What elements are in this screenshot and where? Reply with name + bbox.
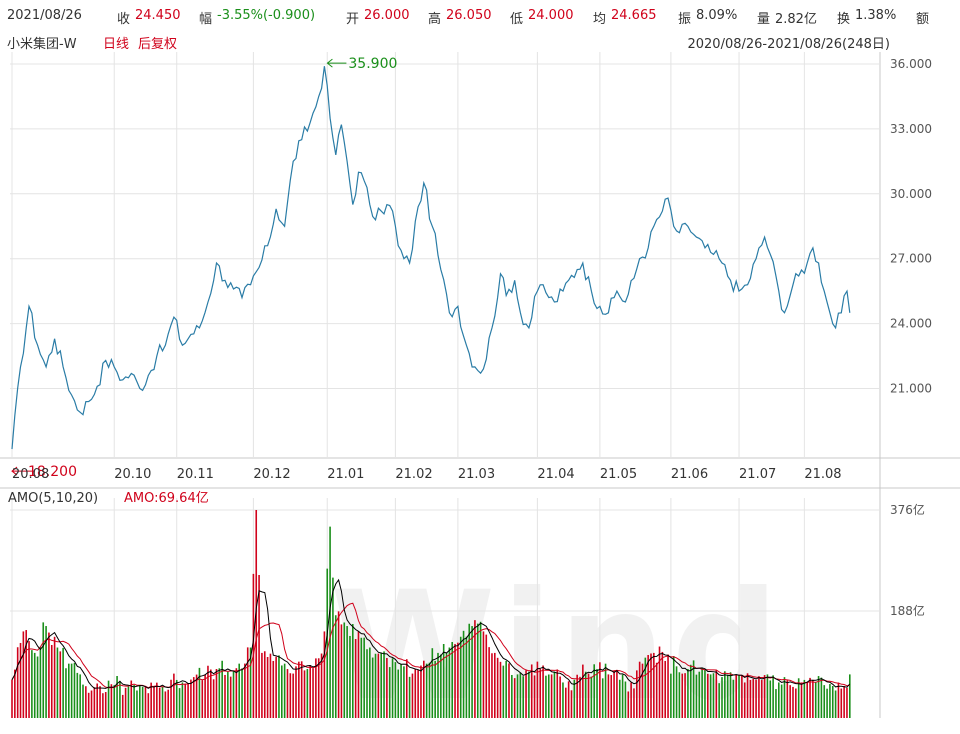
volume-label: 量 (757, 12, 771, 27)
high-value: 26.050 (446, 8, 492, 23)
x-tick-label: 21.03 (458, 467, 495, 482)
low-value: 24.000 (528, 8, 574, 23)
open-value: 26.000 (364, 8, 410, 23)
x-tick-label: 20.11 (177, 467, 214, 482)
amo-ytick-label: 376亿 (890, 502, 925, 517)
x-tick-label: 21.06 (671, 467, 708, 482)
amo-indicator-value: AMO:69.64亿 (124, 491, 209, 506)
price-ytick-label: 33.000 (890, 122, 932, 136)
amo-ytick-label: 188亿 (890, 603, 925, 618)
x-tick-label: 21.07 (739, 467, 776, 482)
close-value: 24.450 (135, 8, 181, 23)
change-label: 幅 (199, 12, 213, 27)
x-tick-label: 20.10 (114, 467, 151, 482)
x-tick-label: 21.02 (395, 467, 432, 482)
price-ytick-label: 27.000 (890, 252, 932, 266)
turnover-label: 换 (837, 12, 851, 27)
x-tick-label: 20.12 (253, 467, 290, 482)
low-label: 低 (510, 12, 524, 27)
amo-indicator-label: AMO(5,10,20) (8, 491, 98, 506)
price-ytick-label: 36.000 (890, 57, 932, 71)
volume-value: 2.82亿 (775, 12, 817, 27)
change-value: -3.55%(-0.900) (217, 8, 316, 23)
quote-date: 2021/08/26 (7, 8, 82, 23)
amplitude-value: 8.09% (696, 8, 738, 23)
min-arrow (11, 466, 34, 476)
price-ytick-label: 30.000 (890, 187, 932, 201)
max-arrow (326, 58, 347, 68)
period-label: 日线 (103, 37, 130, 52)
amplitude-label: 振 (678, 12, 692, 27)
open-label: 开 (346, 12, 360, 27)
date-range: 2020/08/26-2021/08/26(248日) (687, 37, 890, 52)
avg-value: 24.665 (611, 8, 657, 23)
high-label: 高 (428, 12, 442, 27)
chart-title-bar: 小米集团-W 日线 后复权 2020/08/26-2021/08/26(248日… (0, 30, 960, 52)
x-tick-label: 21.08 (804, 467, 841, 482)
amount-label: 额 (916, 12, 930, 27)
close-label: 收 (117, 12, 131, 27)
security-name: 小米集团-W (7, 37, 77, 52)
price-line (11, 66, 851, 450)
x-tick-label: 20.08 (12, 467, 49, 482)
quote-info-bar: 2021/08/26 收 24.450 幅 -3.55%(-0.900) 开 2… (0, 0, 960, 30)
turnover-value: 1.38% (855, 8, 897, 23)
min-price-label: 18.200 (28, 464, 77, 480)
price-ytick-label: 21.000 (890, 382, 932, 396)
x-tick-label: 21.01 (327, 467, 364, 482)
price-ytick-label: 24.000 (890, 317, 932, 331)
adjust-label: 后复权 (138, 37, 178, 52)
amo-ma5-line (11, 578, 851, 689)
avg-label: 均 (593, 12, 607, 27)
max-price-label: 35.900 (348, 56, 397, 72)
x-tick-label: 21.04 (537, 467, 574, 482)
x-tick-label: 21.05 (600, 467, 637, 482)
